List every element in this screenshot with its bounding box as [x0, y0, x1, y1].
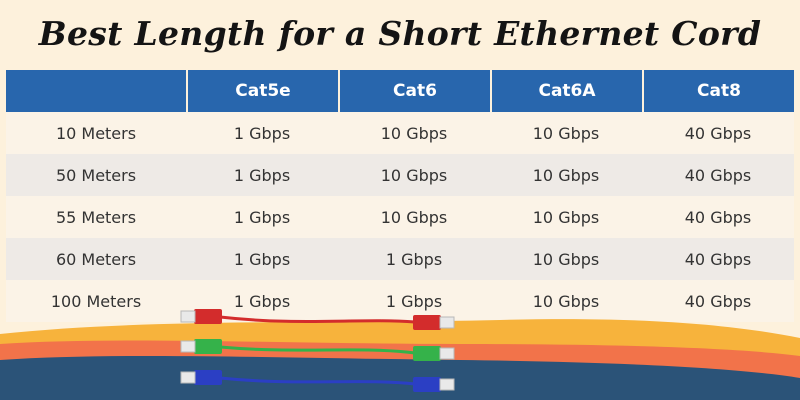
table-row: 60 Meters 1 Gbps 1 Gbps 10 Gbps 40 Gbps	[6, 238, 794, 280]
header-length	[6, 70, 186, 112]
cat6-cell: 10 Gbps	[338, 196, 490, 238]
speed-table: Cat5e Cat6 Cat6A Cat8 10 Meters 1 Gbps 1…	[6, 70, 794, 322]
header-cat5e: Cat5e	[186, 70, 338, 112]
cat8-cell: 40 Gbps	[642, 154, 794, 196]
length-cell: 60 Meters	[6, 238, 186, 280]
table-header-row: Cat5e Cat6 Cat6A Cat8	[6, 70, 794, 112]
table-row: 10 Meters 1 Gbps 10 Gbps 10 Gbps 40 Gbps	[6, 112, 794, 154]
cat6a-cell: 10 Gbps	[490, 238, 642, 280]
orange-wave	[0, 340, 800, 400]
length-cell: 100 Meters	[6, 280, 186, 322]
cat8-cell: 40 Gbps	[642, 238, 794, 280]
length-cell: 55 Meters	[6, 196, 186, 238]
header-cat8: Cat8	[642, 70, 794, 112]
yellow-wave	[0, 319, 800, 400]
table-row: 100 Meters 1 Gbps 1 Gbps 10 Gbps 40 Gbps	[6, 280, 794, 322]
cat6a-cell: 10 Gbps	[490, 280, 642, 322]
cat5e-cell: 1 Gbps	[186, 280, 338, 322]
cat5e-cell: 1 Gbps	[186, 112, 338, 154]
cat8-cell: 40 Gbps	[642, 196, 794, 238]
cat5e-cell: 1 Gbps	[186, 196, 338, 238]
length-cell: 50 Meters	[6, 154, 186, 196]
table-row: 50 Meters 1 Gbps 10 Gbps 10 Gbps 40 Gbps	[6, 154, 794, 196]
cat8-cell: 40 Gbps	[642, 112, 794, 154]
header-cat6: Cat6	[338, 70, 490, 112]
cat8-cell: 40 Gbps	[642, 280, 794, 322]
navy-wave	[0, 355, 800, 400]
green-ethernet-cable-icon	[180, 339, 455, 361]
length-cell: 10 Meters	[6, 112, 186, 154]
cat6a-cell: 10 Gbps	[490, 154, 642, 196]
cat6a-cell: 10 Gbps	[490, 196, 642, 238]
cat6a-cell: 10 Gbps	[490, 112, 642, 154]
cat5e-cell: 1 Gbps	[186, 238, 338, 280]
cat6-cell: 10 Gbps	[338, 154, 490, 196]
blue-ethernet-cable-icon	[180, 370, 455, 392]
header-cat6a: Cat6A	[490, 70, 642, 112]
cat6-cell: 10 Gbps	[338, 112, 490, 154]
table-row: 55 Meters 1 Gbps 10 Gbps 10 Gbps 40 Gbps	[6, 196, 794, 238]
cat6-cell: 1 Gbps	[338, 280, 490, 322]
cat5e-cell: 1 Gbps	[186, 154, 338, 196]
cat6-cell: 1 Gbps	[338, 238, 490, 280]
page-title: Best Length for a Short Ethernet Cord	[38, 14, 762, 53]
